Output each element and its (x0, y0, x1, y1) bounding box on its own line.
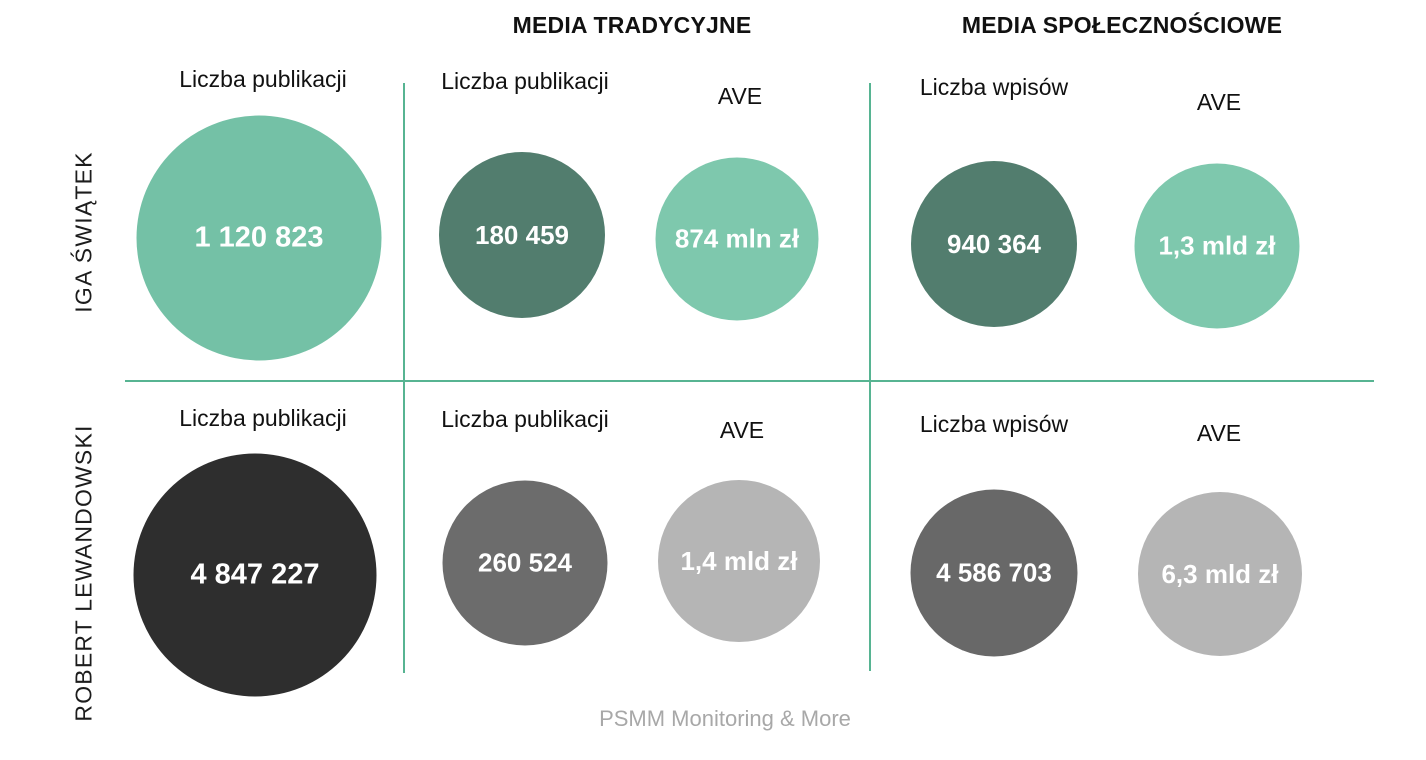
caption-lewandowski-social-posts: Liczba wpisów (919, 411, 1069, 437)
bubble-lewandowski-social-ave: 6,3 mld zł (1138, 492, 1302, 656)
source-credit: PSMM Monitoring & More (599, 706, 851, 731)
bubble-swiatek-social-ave: 1,3 mld zł (1134, 163, 1300, 329)
caption-lewandowski-total-publications: Liczba publikacji (179, 405, 347, 431)
bubble-swiatek-total-publications: 1 120 823 (136, 115, 382, 361)
traditional-media-header: MEDIA TRADYCYJNE (512, 12, 752, 38)
caption-swiatek-traditional-publications: Liczba publikacji (441, 68, 609, 94)
bubble-lewandowski-traditional-ave: 1,4 mld zł (658, 480, 820, 642)
caption-lewandowski-traditional-publications: Liczba publikacji (441, 406, 609, 432)
divider-horizontal-rows (125, 380, 1374, 382)
bubble-swiatek-traditional-publications: 180 459 (439, 152, 605, 318)
caption-swiatek-traditional-ave: AVE (717, 83, 763, 109)
caption-swiatek-social-posts: Liczba wpisów (919, 74, 1069, 100)
bubble-lewandowski-traditional-publications: 260 524 (442, 480, 608, 646)
bubble-swiatek-traditional-ave: 874 mln zł (655, 157, 819, 321)
divider-vertical-social (869, 83, 871, 671)
bubble-lewandowski-total-publications: 4 847 227 (133, 453, 377, 697)
social-media-header: MEDIA SPOŁECZNOŚCIOWE (961, 12, 1283, 38)
divider-vertical-traditional (403, 83, 405, 673)
caption-lewandowski-social-ave: AVE (1196, 420, 1242, 446)
caption-swiatek-social-ave: AVE (1196, 89, 1242, 115)
bubble-lewandowski-social-posts: 4 586 703 (910, 489, 1078, 657)
row-label-iga-swiatek: IGA ŚWIĄTEK (70, 151, 97, 313)
bubble-swiatek-social-posts: 940 364 (911, 161, 1077, 327)
caption-lewandowski-traditional-ave: AVE (719, 417, 765, 443)
caption-swiatek-total-publications: Liczba publikacji (179, 66, 347, 92)
row-label-robert-lewandowski: ROBERT LEWANDOWSKI (70, 424, 97, 722)
